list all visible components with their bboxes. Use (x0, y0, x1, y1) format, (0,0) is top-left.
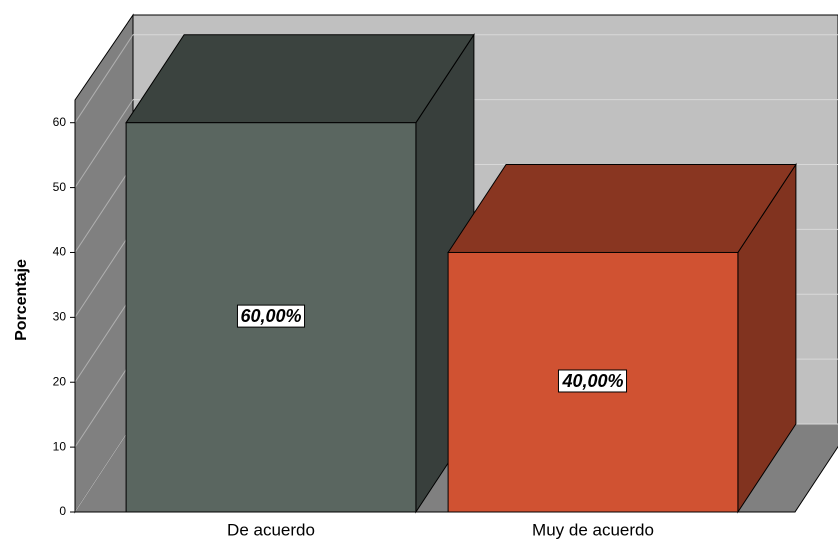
grid-line (74, 34, 134, 123)
y-tick-label: 60 (53, 115, 67, 129)
y-tick-label: 0 (59, 504, 66, 518)
y-tick-label: 30 (53, 310, 67, 324)
bar-top (447, 163, 797, 253)
y-tick-label: 10 (53, 439, 67, 453)
y-axis-label: Porcentaje (13, 259, 30, 341)
value-label: 60,00% (240, 306, 301, 326)
grid-line (74, 229, 134, 318)
value-label: 40,00% (561, 371, 623, 391)
value-label-box (557, 369, 628, 393)
grid-line (74, 164, 134, 253)
grid-line (74, 293, 134, 383)
y-tick-label: 40 (53, 245, 67, 259)
grid-line (74, 358, 134, 448)
value-label-box (236, 304, 306, 328)
x-tick-label: Muy de acuerdo (532, 520, 654, 539)
grid-line (74, 99, 134, 188)
x-tick-label: De acuerdo (227, 520, 315, 539)
bar-top (125, 34, 475, 124)
y-tick-label: 50 (53, 180, 67, 194)
grid-line (74, 423, 134, 513)
y-tick-label: 20 (53, 374, 67, 388)
